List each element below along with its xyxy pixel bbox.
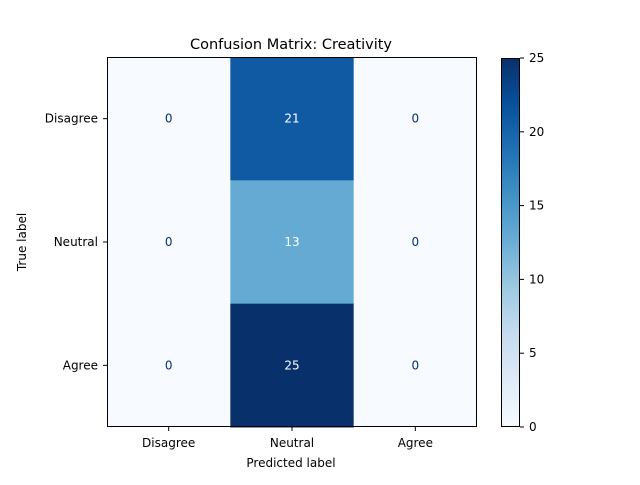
cell-value-label: 0 [412,112,420,126]
plot-frame [107,57,477,427]
cell-value-label: 13 [284,235,299,249]
y-tick-label: Agree [63,358,98,372]
cell-value-label: 25 [284,358,299,372]
heatmap-cell [353,180,478,305]
chart-title: Confusion Matrix: Creativity [190,37,392,53]
cell-value-label: 0 [165,112,173,126]
colorbar-tick-label: 25 [529,51,544,65]
heatmap-cell [107,180,231,305]
x-tick-label: Neutral [270,436,314,450]
x-tick-label: Disagree [142,436,195,450]
colorbar-tick-label: 15 [529,199,544,213]
y-axis-label: True label [15,213,29,272]
heatmap-cell [107,303,231,428]
colorbar-tick-label: 10 [529,272,544,286]
colorbar [501,58,520,427]
colorbar-ticks: 0 5 10 15 20 25 [520,51,544,434]
x-axis-ticks: Disagree Neutral Agree [142,427,433,450]
x-tick-label: Agree [398,436,433,450]
colorbar-tick-label: 20 [529,125,544,139]
heatmap-cell-labels: 0 21 0 0 13 0 0 25 0 [165,112,419,373]
cell-value-label: 0 [412,235,420,249]
heatmap-cell [353,57,478,181]
heatmap-cell [107,57,231,181]
heatmap-cell [230,57,355,181]
heatmap-cell [230,180,355,305]
y-tick-label: Neutral [54,235,98,249]
heatmap-cell [230,303,355,428]
cell-value-label: 0 [412,358,420,372]
x-axis-label: Predicted label [246,456,335,470]
cell-value-label: 0 [165,358,173,372]
heatmap-cell [353,303,478,428]
cell-value-label: 0 [165,235,173,249]
colorbar-tick-label: 5 [529,346,537,360]
cell-value-label: 21 [284,112,299,126]
y-axis-ticks: Disagree Neutral Agree [45,112,107,372]
heatmap-cells [107,57,478,428]
colorbar-tick-label: 0 [529,420,537,434]
y-tick-label: Disagree [45,112,98,126]
